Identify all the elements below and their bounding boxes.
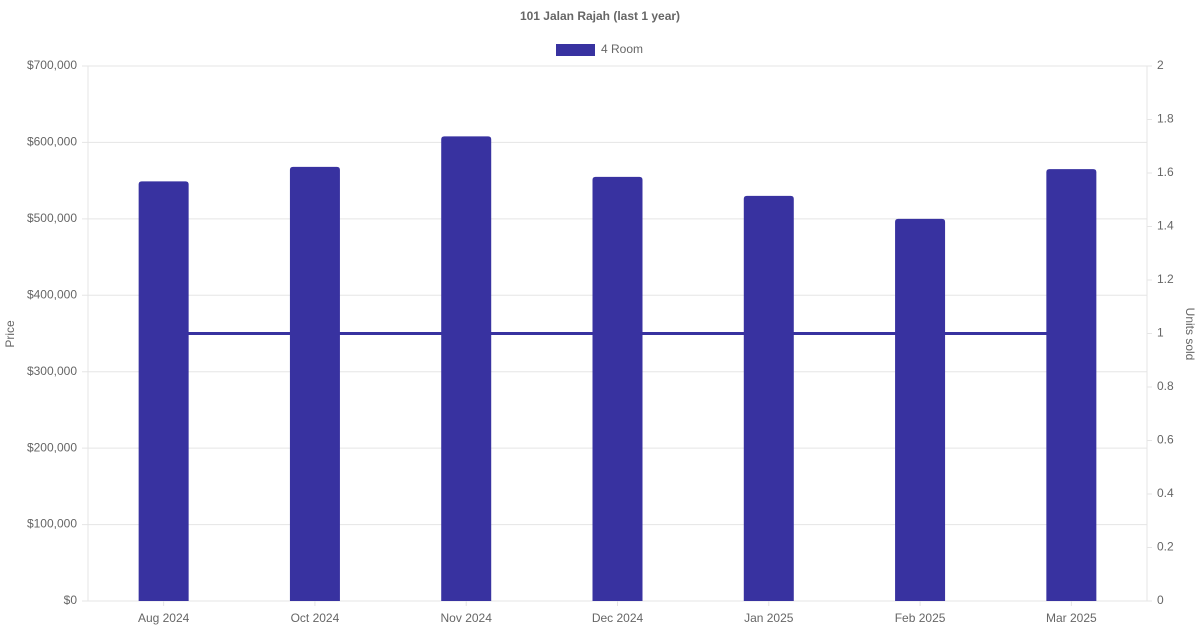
y-tick-label: $400,000 xyxy=(27,287,77,301)
y2-tick-label: 1 xyxy=(1157,326,1164,340)
y-tick-label: $700,000 xyxy=(27,58,77,72)
y-axis-title: Price xyxy=(3,320,17,348)
y2-axis-title: Units sold xyxy=(1183,308,1197,361)
x-tick-label: Aug 2024 xyxy=(138,611,190,625)
y2-tick-label: 0.2 xyxy=(1157,540,1174,554)
y2-tick-label: 0.6 xyxy=(1157,433,1174,447)
bar xyxy=(289,166,340,601)
x-tick-label: Jan 2025 xyxy=(744,611,794,625)
bar xyxy=(743,195,794,601)
y2-tick-label: 1.4 xyxy=(1157,219,1174,233)
bar xyxy=(441,136,492,602)
y-tick-label: $500,000 xyxy=(27,211,77,225)
y2-tick-label: 1.6 xyxy=(1157,165,1174,179)
y2-tick-label: 0.8 xyxy=(1157,379,1174,393)
y2-tick-label: 2 xyxy=(1157,58,1164,72)
y-tick-label: $0 xyxy=(64,593,78,607)
chart-title: 101 Jalan Rajah (last 1 year) xyxy=(520,9,680,23)
x-tick-label: Nov 2024 xyxy=(441,611,493,625)
bar xyxy=(895,218,946,601)
x-tick-label: Mar 2025 xyxy=(1046,611,1097,625)
bar xyxy=(592,176,643,602)
bar xyxy=(1046,169,1097,601)
y2-tick-label: 0.4 xyxy=(1157,486,1174,500)
y-tick-label: $300,000 xyxy=(27,364,77,378)
x-tick-label: Feb 2025 xyxy=(895,611,946,625)
y-tick-label: $600,000 xyxy=(27,135,77,149)
y2-tick-label: 0 xyxy=(1157,593,1164,607)
legend-label: 4 Room xyxy=(601,42,643,56)
legend-swatch xyxy=(556,44,595,56)
y2-tick-label: 1.2 xyxy=(1157,272,1174,286)
y-tick-label: $200,000 xyxy=(27,440,77,454)
y-tick-label: $100,000 xyxy=(27,517,77,531)
x-tick-label: Oct 2024 xyxy=(291,611,340,625)
bar xyxy=(138,181,189,601)
y2-tick-label: 1.8 xyxy=(1157,112,1174,126)
x-tick-label: Dec 2024 xyxy=(592,611,644,625)
